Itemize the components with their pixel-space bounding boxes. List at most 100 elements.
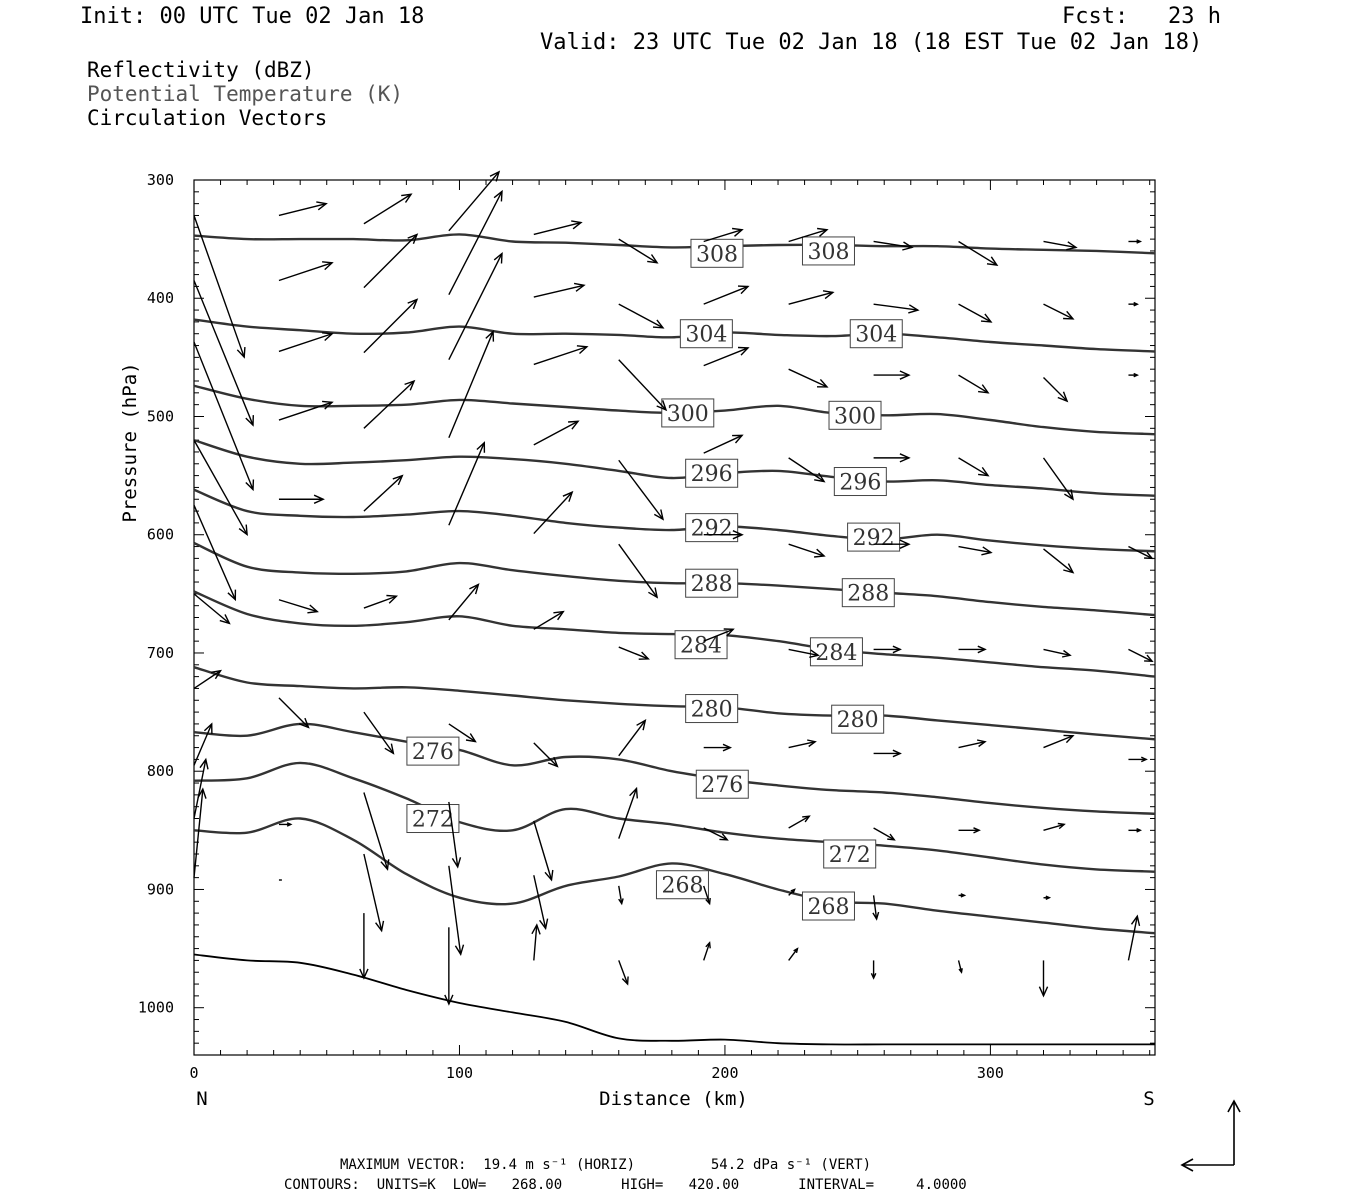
y-tick-label: 400 — [147, 289, 174, 307]
contour-label-box — [685, 458, 739, 488]
valid-time: Valid: 23 UTC Tue 02 Jan 18 (18 EST Tue … — [540, 30, 1203, 55]
circulation-vector — [1128, 372, 1140, 378]
theta-contour-line — [193, 488, 1156, 553]
theta-contour-line — [193, 541, 1156, 617]
circulation-vector — [278, 400, 334, 421]
circulation-vector — [1038, 960, 1049, 998]
contour-label-box — [847, 522, 901, 552]
contour-label: 304 — [685, 323, 727, 348]
contour-label: 300 — [834, 404, 876, 429]
circulation-vector — [531, 923, 541, 961]
circulation-vector — [533, 220, 583, 236]
circulation-vector — [1043, 734, 1075, 749]
contour-label-box — [406, 736, 460, 766]
circulation-vector — [363, 711, 395, 755]
circulation-vector — [1043, 303, 1075, 320]
circulation-vector — [193, 722, 213, 766]
circulation-vector — [193, 341, 255, 492]
circulation-vector — [703, 743, 733, 752]
theta-contour-line — [193, 722, 1156, 815]
contour-label: 292 — [691, 517, 733, 542]
circulation-vector — [958, 457, 990, 477]
circulation-vector — [703, 885, 711, 906]
theta-contour-line — [193, 761, 1156, 873]
contour-label: 284 — [680, 634, 722, 659]
circulation-vector — [788, 739, 817, 749]
circulation-vector — [873, 303, 920, 314]
contour-label: 280 — [691, 698, 733, 723]
circulation-vector — [533, 420, 580, 446]
circulation-vector — [363, 379, 416, 429]
circulation-vector — [703, 941, 711, 961]
y-tick-label: 1000 — [138, 999, 174, 1017]
contour-label: 292 — [853, 526, 895, 551]
circulation-vector — [618, 459, 665, 521]
y-axis-label: Pressure (hPa) — [119, 362, 141, 522]
y-tick-label: 500 — [147, 407, 174, 425]
circulation-vector — [193, 787, 207, 878]
circulation-vector — [448, 330, 495, 439]
circulation-vector — [278, 599, 319, 614]
circulation-vector — [873, 240, 914, 251]
circulation-vector — [533, 282, 586, 298]
circulation-vector — [1128, 239, 1143, 244]
reference-vector-horizontal-head — [1180, 1158, 1194, 1172]
circulation-vector — [618, 646, 650, 660]
contour-label-box — [809, 637, 863, 667]
contour-label-box — [695, 769, 749, 799]
circulation-vector — [703, 530, 744, 540]
circulation-vector — [193, 439, 248, 536]
contour-label: 300 — [667, 402, 709, 427]
circulation-vector — [958, 827, 981, 834]
x-tick-label: 200 — [711, 1064, 738, 1082]
circulation-vector — [1128, 756, 1148, 763]
x-tick-label: 300 — [977, 1064, 1004, 1082]
contour-label: 308 — [807, 240, 849, 265]
forecast-hour: Fcst: 23 h — [1062, 4, 1221, 29]
circulation-vector — [788, 947, 799, 961]
circulation-vector — [958, 739, 987, 749]
circulation-vector — [703, 346, 750, 367]
circulation-vector — [618, 543, 659, 599]
circulation-vector — [193, 757, 209, 819]
circulation-vector — [618, 786, 638, 839]
circulation-vector — [278, 332, 334, 353]
y-tick-label: 700 — [147, 644, 174, 662]
circulation-vector — [788, 888, 796, 896]
circulation-vector — [958, 545, 993, 556]
circulation-vector — [788, 290, 835, 305]
circulation-vector — [448, 723, 477, 743]
circulation-vector — [363, 233, 419, 289]
circulation-vector — [448, 441, 486, 526]
reference-vector-vertical-head — [1227, 1099, 1241, 1113]
circulation-vector — [873, 749, 902, 758]
contour-label: 280 — [837, 708, 879, 733]
circulation-vector — [618, 303, 665, 329]
x-axis-label: Distance (km) — [599, 1088, 748, 1110]
contour-label-box — [831, 704, 885, 734]
circulation-vector — [533, 490, 574, 535]
circulation-vector — [788, 543, 826, 558]
y-tick-label: 600 — [147, 526, 174, 544]
circulation-vector — [958, 893, 967, 898]
circulation-vector — [788, 368, 829, 388]
circulation-vector — [448, 251, 503, 361]
circulation-vector — [788, 457, 826, 483]
theta-contour-line — [193, 817, 1156, 935]
circulation-vector — [363, 594, 399, 609]
circulation-vector — [278, 822, 293, 827]
circulation-vector — [1042, 457, 1075, 501]
circulation-vector — [363, 853, 385, 933]
contour-label-box — [685, 568, 739, 598]
plot-frame — [193, 179, 1156, 1056]
circulation-vector — [193, 280, 254, 427]
circulation-vector — [1043, 822, 1066, 832]
contour-label: 296 — [691, 462, 733, 487]
circulation-vector — [618, 885, 624, 906]
init-time: Init: 00 UTC Tue 02 Jan 18 — [80, 4, 425, 29]
circulation-vector — [193, 215, 246, 359]
contour-label-box — [849, 319, 903, 349]
contour-label: 304 — [855, 323, 897, 348]
contour-label-box — [661, 398, 715, 428]
theta-contour-line — [193, 590, 1156, 678]
